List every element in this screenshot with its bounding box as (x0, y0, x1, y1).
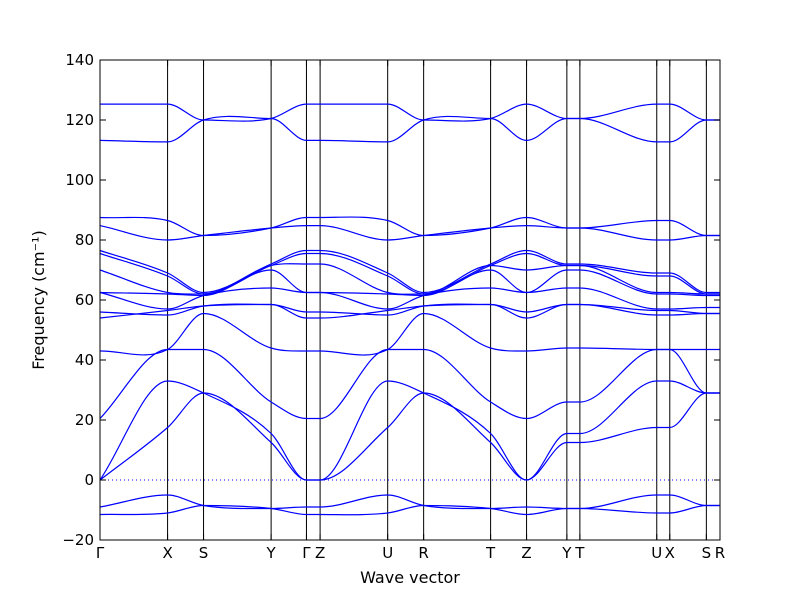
x-tick-label: U (382, 544, 393, 562)
x-tick-label: T (574, 544, 585, 562)
x-tick-label: X (665, 544, 675, 562)
x-tick-label: Y (561, 544, 572, 562)
x-axis-label: Wave vector (360, 568, 460, 587)
band-line (99, 380, 720, 481)
y-axis-label: Frequency (cm⁻¹) (29, 230, 48, 369)
band-lines (99, 103, 720, 516)
band-line (99, 303, 720, 319)
x-tick-label: R (715, 544, 725, 562)
x-tick-label: Γ (96, 544, 105, 562)
y-tick-label: −20 (62, 531, 94, 549)
band-line (99, 348, 720, 420)
band-line (99, 269, 720, 297)
x-tick-label: T (485, 544, 496, 562)
x-tick-label: Z (315, 544, 325, 562)
y-tick-label: 60 (75, 291, 94, 309)
band-line (99, 263, 720, 295)
x-tick-label: S (199, 544, 209, 562)
band-line (99, 287, 720, 310)
x-tick-label: Γ (302, 544, 311, 562)
y-tick-label: 100 (65, 171, 94, 189)
y-tick-label: 120 (65, 111, 94, 129)
band-line (99, 224, 720, 241)
y-axis-ticks: −20 0 20 40 60 80 100 120 140 (62, 51, 720, 549)
x-tick-label: X (162, 544, 172, 562)
band-line (99, 115, 720, 143)
x-tick-label: Y (266, 544, 277, 562)
x-tick-label: S (702, 544, 712, 562)
band-line (99, 392, 720, 481)
y-tick-label: 140 (65, 51, 94, 69)
band-line (99, 216, 720, 237)
x-tick-label: R (418, 544, 428, 562)
band-line (100, 103, 720, 122)
y-tick-label: 40 (75, 351, 94, 369)
y-tick-label: 20 (75, 411, 94, 429)
band-line (99, 494, 720, 510)
x-tick-label: U (651, 544, 662, 562)
band-line (99, 303, 720, 316)
x-tick-label: Z (521, 544, 531, 562)
band-line (99, 504, 720, 516)
y-tick-label: 80 (75, 231, 94, 249)
y-tick-label: 0 (84, 471, 94, 489)
